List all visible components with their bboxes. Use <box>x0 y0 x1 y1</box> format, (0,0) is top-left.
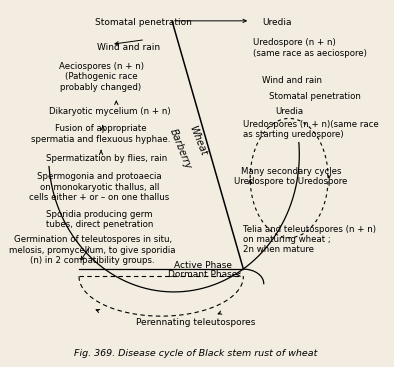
Text: Uredospore (n + n)
(same race as aeciospore): Uredospore (n + n) (same race as aeciosp… <box>253 38 367 58</box>
Text: Fusion of appropriate
spermatia and flexuous hyphae.: Fusion of appropriate spermatia and flex… <box>32 124 171 144</box>
Text: Germination of teleutospores in situ,
melosis, promycelium, to give sporidia
(n): Germination of teleutospores in situ, me… <box>9 236 176 265</box>
Text: Uredospores (n + n)(same race
as starting uredospore): Uredospores (n + n)(same race as startin… <box>243 120 379 139</box>
Text: Telia and teleutospores (n + n)
on maturing wheat ;
2n when mature: Telia and teleutospores (n + n) on matur… <box>243 225 376 254</box>
Text: Wind and rain: Wind and rain <box>262 76 322 85</box>
Text: Spermogonia and protoaecia
on monokaryotic thallus, all
cells either + or – on o: Spermogonia and protoaecia on monokaryot… <box>29 172 169 202</box>
Text: Aeciospores (n + n)
(Pathogenic race
probably changed): Aeciospores (n + n) (Pathogenic race pro… <box>59 62 143 92</box>
Text: Stomatal penetration: Stomatal penetration <box>269 91 361 101</box>
Text: Dikaryotic mycelium (n + n): Dikaryotic mycelium (n + n) <box>49 107 170 116</box>
Text: Perennating teleutospores: Perennating teleutospores <box>136 318 256 327</box>
Text: Wind and rain: Wind and rain <box>97 43 160 52</box>
Text: Uredia: Uredia <box>275 107 304 116</box>
Text: Wheat: Wheat <box>187 124 208 157</box>
Text: Barberry: Barberry <box>168 127 193 171</box>
Text: Spermatization by flies, rain: Spermatization by flies, rain <box>45 154 167 163</box>
Text: Fig. 369. Disease cycle of Black stem rust of wheat: Fig. 369. Disease cycle of Black stem ru… <box>74 349 318 358</box>
Text: Uredia: Uredia <box>262 18 292 27</box>
Text: Sporidia producing germ
tubes, direct penetration: Sporidia producing germ tubes, direct pe… <box>46 210 153 229</box>
Text: Stomatal penetration: Stomatal penetration <box>95 18 192 27</box>
Text: Dormant Phase: Dormant Phase <box>168 270 238 279</box>
Text: Active Phase: Active Phase <box>174 261 232 270</box>
Text: Many secondary cycles
Uredospore to Uredospore: Many secondary cycles Uredospore to Ured… <box>234 167 348 186</box>
